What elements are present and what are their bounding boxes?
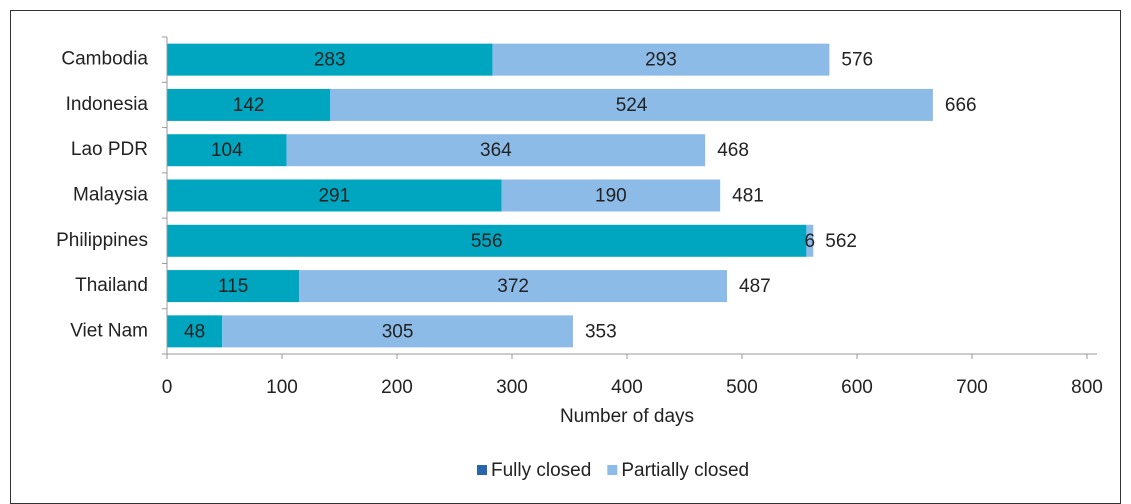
bar-segment: [167, 315, 223, 348]
bar-segment: [286, 134, 706, 167]
x-tick-label: 800: [1071, 377, 1103, 398]
data-label: 142: [233, 95, 265, 116]
x-tick-label: 300: [496, 377, 528, 398]
legend-label: Fully closed: [491, 460, 591, 481]
x-tick-label: 200: [381, 377, 413, 398]
total-label: 562: [825, 231, 857, 252]
x-tick-label: 500: [726, 377, 758, 398]
x-tick-label: 0: [162, 377, 173, 398]
x-tick-label: 400: [611, 377, 643, 398]
y-tick-label: Cambodia: [61, 49, 148, 70]
bar-segment: [501, 179, 721, 212]
bar-segment: [167, 43, 493, 76]
legend-swatch: [607, 465, 618, 475]
data-label: 48: [184, 321, 205, 342]
bar-segment: [299, 270, 728, 303]
bar-segment: [167, 179, 502, 212]
bar-segment: [167, 134, 287, 167]
frame: [10, 10, 1121, 504]
data-label: 190: [595, 186, 627, 207]
x-tick-label: 600: [841, 377, 873, 398]
bar-segment: [330, 88, 933, 121]
data-label: 283: [314, 50, 346, 71]
data-label: 364: [480, 140, 512, 161]
y-tick-label: Philippines: [56, 230, 148, 251]
data-label: 372: [497, 276, 529, 297]
bar-segment: [492, 43, 830, 76]
total-label: 487: [739, 276, 771, 297]
data-label: 115: [218, 276, 248, 297]
x-tick-label: 100: [266, 377, 298, 398]
data-label: 556: [471, 231, 503, 252]
total-label: 666: [945, 95, 977, 116]
total-label: 353: [585, 321, 617, 342]
total-label: 576: [841, 50, 873, 71]
data-label: 104: [211, 140, 243, 161]
data-label: 305: [382, 321, 414, 342]
y-tick-label: Thailand: [75, 275, 148, 296]
total-label: 468: [717, 140, 749, 161]
x-tick-label: 700: [956, 377, 988, 398]
bar-segment: [222, 315, 573, 348]
data-label: 524: [616, 95, 648, 116]
y-tick-label: Lao PDR: [71, 139, 148, 160]
x-axis-title: Number of days: [560, 406, 694, 427]
y-tick-label: Viet Nam: [70, 320, 148, 341]
data-label: 6: [805, 231, 816, 252]
legend-label: Partially closed: [621, 460, 749, 481]
bar-segment: [167, 270, 300, 303]
total-label: 481: [732, 186, 764, 207]
bar-segment: [167, 88, 331, 121]
bar-segment: [167, 224, 807, 257]
y-tick-label: Malaysia: [73, 185, 148, 206]
bar-segment: [806, 224, 814, 257]
data-label: 293: [645, 50, 677, 71]
data-label: 291: [318, 186, 350, 207]
legend-swatch: [477, 465, 487, 475]
y-tick-label: Indonesia: [66, 94, 149, 115]
